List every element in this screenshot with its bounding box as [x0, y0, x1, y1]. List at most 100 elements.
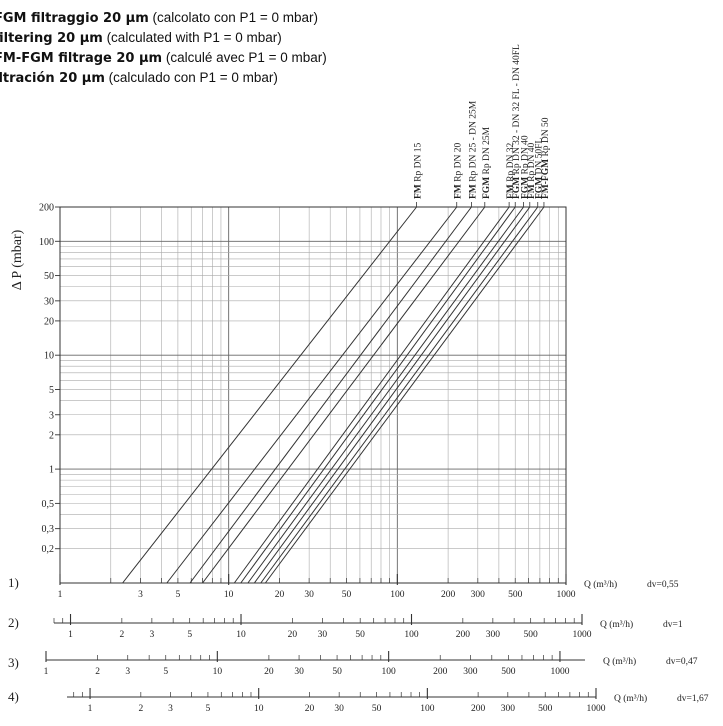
dv-label: dv: [677, 694, 687, 704]
x-tick-label: 30: [304, 590, 314, 600]
header-line-en-bold: filtering 20 µm: [0, 31, 103, 46]
y-tick-label: 0,2: [42, 544, 55, 555]
series-label-bold: FGM: [521, 177, 531, 199]
y-tick-label: 20: [44, 316, 54, 327]
series-line: [233, 206, 510, 584]
dv-label: dv: [647, 580, 657, 590]
series-label: FM Rp DN 25 - DN 25M: [468, 100, 478, 199]
series-label-bold: FM: [414, 184, 424, 199]
x-tick-label: 20: [264, 667, 274, 677]
x-tick-label: 1000: [557, 590, 576, 600]
header-line-it-rest: (calcolato con P1 = 0 mbar): [148, 10, 318, 25]
x-axis-dv: dv=1: [663, 620, 683, 630]
x-tick-label: 3: [149, 630, 154, 640]
series-label: FGM Rp DN 40: [521, 135, 531, 199]
header-line-fr-bold: FM-FGM filtrage 20 µm: [0, 51, 163, 66]
series-label: FGM Rp DN 32 - DN 32 FL - DN 40FL: [512, 44, 522, 199]
x-tick-label: 10: [224, 590, 234, 600]
y-axis-label: Δ P (mbar): [10, 229, 25, 290]
dv-value: =1: [673, 620, 683, 630]
x-axis-unit: Q (m³/h): [614, 693, 647, 704]
x-tick-label: 2: [119, 630, 124, 640]
x-tick-label: 300: [501, 704, 516, 714]
series-label-rest: DN 50FL: [535, 138, 545, 177]
x-tick-label: 10: [236, 630, 246, 640]
x-tick-label: 2: [95, 667, 100, 677]
series-label: FM-FGM Rp DN 50: [541, 117, 551, 199]
y-tick-label: 1: [49, 465, 54, 476]
y-tick-label: 100: [39, 237, 54, 248]
x-tick-label: 300: [471, 590, 486, 600]
x-tick-label: 1: [68, 630, 73, 640]
series-label-rest: Rp DN 40: [521, 135, 531, 177]
x-tick-label: 10: [254, 704, 264, 714]
series-label-rest: Rp DN 25 - DN 25M: [468, 100, 478, 184]
x-tick-label: 1000: [587, 704, 606, 714]
y-tick-label: 0,5: [42, 499, 55, 510]
dv-value: =1,67: [687, 694, 709, 704]
series-label-rest: Rp DN 25M: [482, 126, 492, 176]
series-label-bold: FM: [527, 184, 537, 199]
chart-series: [122, 202, 545, 584]
x-tick-label: 10: [213, 667, 223, 677]
x-axis-4: 4) 1 2 3 5 10 20 30 50 100 200 300 500 1000 Q (m³/h) dv…: [8, 688, 709, 714]
y-tick-label: 10: [44, 351, 54, 362]
x-tick-label: 5: [163, 667, 168, 677]
header-line-it-bold: FGM filtraggio 20 µm: [0, 11, 149, 26]
x-tick-label: 100: [420, 704, 435, 714]
x-tick-label: 5: [206, 704, 211, 714]
header-line-es-bold: iltración 20 µm: [0, 71, 105, 86]
x-axis-dv: dv=0,55: [647, 580, 679, 590]
x-tick-label: 50: [355, 630, 365, 640]
y-tick-label: 30: [44, 296, 54, 307]
x-tick-label: 1: [44, 667, 49, 677]
header-line-en: filtering 20 µm (calculated with P1 = 0 …: [0, 28, 282, 49]
x-tick-label: 20: [288, 630, 298, 640]
x-axis-id: 3): [8, 655, 19, 670]
series-label-bold: FM: [506, 184, 516, 199]
header-line-it: FGM filtraggio 20 µm (calcolato con P1 =…: [0, 8, 318, 29]
plot-frame: [59, 206, 567, 584]
x-tick-label: 30: [294, 667, 304, 677]
y-tick-label: 5: [49, 385, 54, 396]
header-line-fr-rest: (calculé avec P1 = 0 mbar): [162, 50, 327, 65]
series-label-bold: FGM: [482, 177, 492, 199]
x-tick-label: 1000: [573, 630, 592, 640]
x-tick-label: 20: [275, 590, 285, 600]
header-line-fr: FM-FGM filtrage 20 µm (calculé avec P1 =…: [0, 48, 327, 69]
y-tick-label: 3: [49, 410, 54, 421]
x-axis-id: 1): [8, 575, 19, 590]
series-label: FGM DN 50FL: [535, 138, 545, 199]
x-tick-label: 1000: [550, 667, 569, 677]
x-tick-label: 5: [176, 590, 181, 600]
x-tick-label: 500: [524, 630, 539, 640]
x-tick-label: 1: [88, 704, 93, 714]
x-axis-dv: dv=1,67: [677, 694, 709, 704]
series-label: FM Rp DN 32: [506, 143, 516, 199]
x-axis-unit: Q (m³/h): [600, 619, 633, 630]
series-label-rest: Rp DN 32: [506, 143, 516, 185]
dv-label: dv: [666, 657, 676, 667]
y-tick-label: 50: [44, 271, 54, 282]
x-tick-label: 300: [486, 630, 501, 640]
series-line: [264, 206, 545, 584]
header-line-es: iltración 20 µm (calculado con P1 = 0 mb…: [0, 68, 278, 89]
x-tick-label: 50: [342, 590, 352, 600]
series-label-rest: Rp DN 50: [541, 117, 551, 159]
series-line: [253, 206, 531, 584]
y-tick-label: 2: [49, 430, 54, 441]
x-tick-label: 3: [168, 704, 173, 714]
series-label-rest: Rp DN 40: [527, 143, 537, 185]
series-label: FM Rp DN 15: [414, 143, 424, 199]
x-tick-label: 200: [433, 667, 448, 677]
series-line: [122, 206, 417, 584]
series-label: FM Rp DN 20: [454, 143, 464, 199]
x-axis-id: 2): [8, 615, 19, 630]
x-tick-label: 100: [390, 590, 405, 600]
series-label: FM Rp DN 40: [527, 143, 537, 199]
series-line: [189, 206, 472, 584]
x-tick-label: 50: [372, 704, 382, 714]
x-tick-label: 500: [501, 667, 516, 677]
